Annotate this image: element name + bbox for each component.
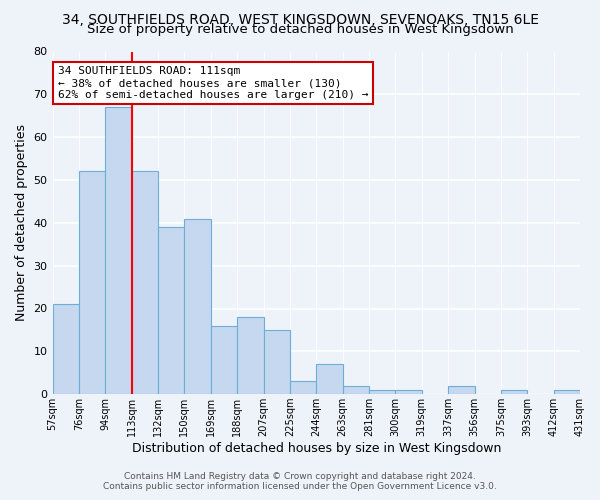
Bar xyxy=(263,330,290,394)
X-axis label: Distribution of detached houses by size in West Kingsdown: Distribution of detached houses by size … xyxy=(131,442,501,455)
Text: Size of property relative to detached houses in West Kingsdown: Size of property relative to detached ho… xyxy=(86,22,514,36)
Bar xyxy=(395,390,422,394)
Bar xyxy=(105,107,131,394)
Bar xyxy=(290,382,316,394)
Bar xyxy=(501,390,527,394)
Bar xyxy=(554,390,580,394)
Bar xyxy=(448,386,475,394)
Bar xyxy=(158,227,184,394)
Bar xyxy=(79,172,105,394)
Bar xyxy=(53,304,79,394)
Bar xyxy=(184,218,211,394)
Bar xyxy=(343,386,369,394)
Y-axis label: Number of detached properties: Number of detached properties xyxy=(15,124,28,322)
Bar xyxy=(211,326,237,394)
Text: Contains HM Land Registry data © Crown copyright and database right 2024.
Contai: Contains HM Land Registry data © Crown c… xyxy=(103,472,497,491)
Text: 34, SOUTHFIELDS ROAD, WEST KINGSDOWN, SEVENOAKS, TN15 6LE: 34, SOUTHFIELDS ROAD, WEST KINGSDOWN, SE… xyxy=(62,12,539,26)
Text: 34 SOUTHFIELDS ROAD: 111sqm
← 38% of detached houses are smaller (130)
62% of se: 34 SOUTHFIELDS ROAD: 111sqm ← 38% of det… xyxy=(58,66,368,100)
Bar xyxy=(131,172,158,394)
Bar xyxy=(316,364,343,394)
Bar xyxy=(369,390,395,394)
Bar xyxy=(237,317,263,394)
